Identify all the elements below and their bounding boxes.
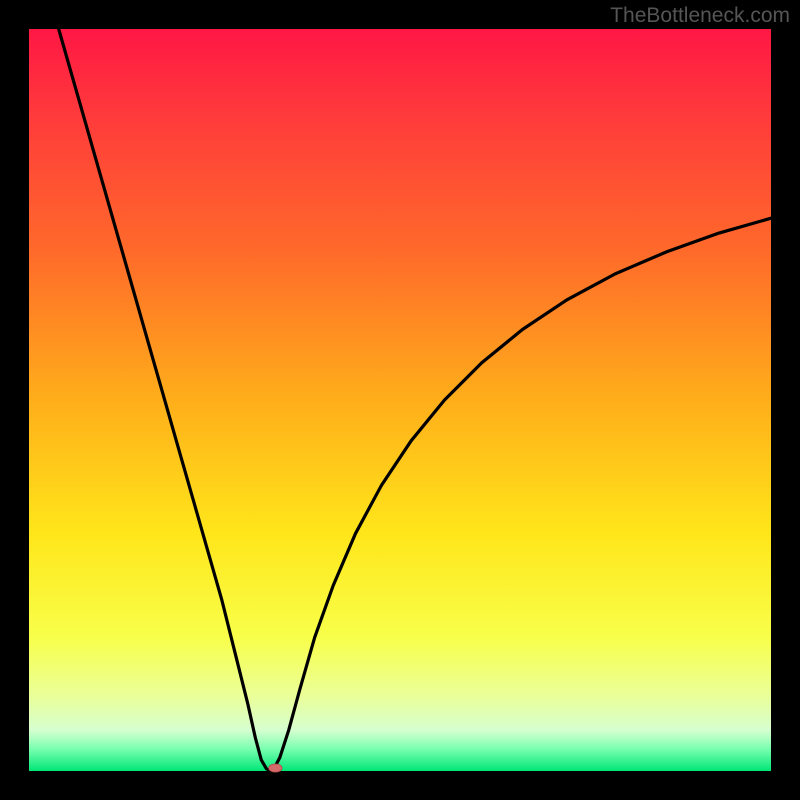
bottleneck-chart [0, 0, 800, 800]
watermark-label: TheBottleneck.com [610, 4, 790, 28]
plot-background [29, 29, 771, 771]
chart-container: TheBottleneck.com [0, 0, 800, 800]
optimum-marker [269, 764, 282, 772]
